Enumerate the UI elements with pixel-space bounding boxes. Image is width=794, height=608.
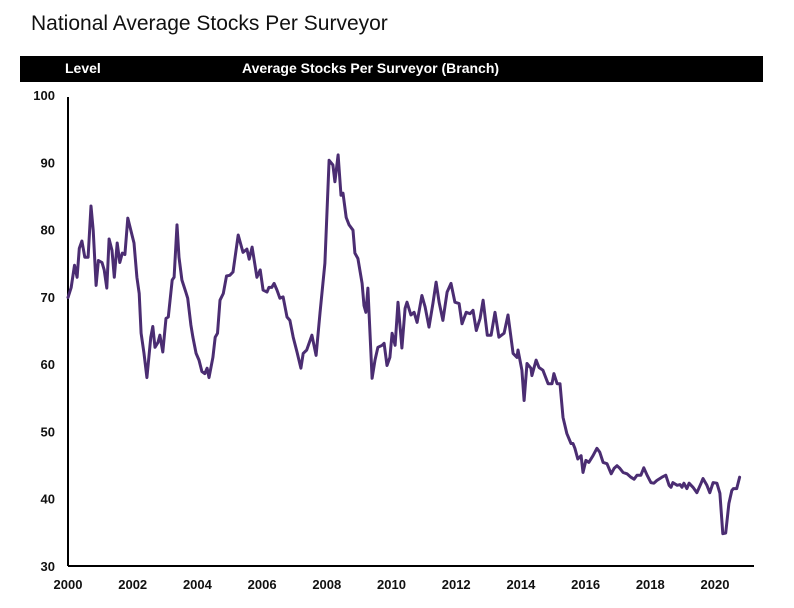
x-tick-label: 2004 bbox=[183, 577, 213, 592]
y-tick-label: 60 bbox=[41, 357, 55, 372]
x-tick-label: 2006 bbox=[248, 577, 277, 592]
page-title: National Average Stocks Per Surveyor bbox=[31, 12, 388, 35]
y-axis-unit-label: Level bbox=[65, 60, 101, 76]
x-tick-label: 2000 bbox=[54, 577, 83, 592]
x-tick-label: 2016 bbox=[571, 577, 600, 592]
y-tick-label: 80 bbox=[41, 223, 55, 238]
chart-header-bar: Level Average Stocks Per Surveyor (Branc… bbox=[20, 56, 763, 82]
chart-subtitle: Average Stocks Per Surveyor (Branch) bbox=[242, 60, 500, 76]
x-tick-label: 2012 bbox=[442, 577, 471, 592]
x-tick-label: 2010 bbox=[377, 577, 406, 592]
series-group bbox=[66, 153, 742, 536]
y-tick-label: 50 bbox=[41, 424, 55, 439]
y-tick-label: 30 bbox=[41, 559, 55, 574]
axes bbox=[67, 97, 754, 567]
x-tick-label: 2020 bbox=[701, 577, 730, 592]
series-line bbox=[66, 153, 742, 536]
x-tick-label: 2014 bbox=[506, 577, 536, 592]
x-tick-label: 2008 bbox=[312, 577, 341, 592]
y-tick-label: 70 bbox=[41, 290, 55, 305]
x-axis-ticks: 2000 2002 2004 2006 2008 2010 2012 2014 2016 2018… bbox=[54, 577, 730, 592]
y-tick-label: 40 bbox=[41, 492, 55, 507]
x-tick-label: 2002 bbox=[118, 577, 147, 592]
y-axis-ticks: 30 40 50 60 70 80 90 100 bbox=[33, 88, 55, 574]
y-tick-label: 100 bbox=[33, 88, 55, 103]
x-tick-label: 2018 bbox=[636, 577, 665, 592]
y-tick-label: 90 bbox=[41, 155, 55, 170]
